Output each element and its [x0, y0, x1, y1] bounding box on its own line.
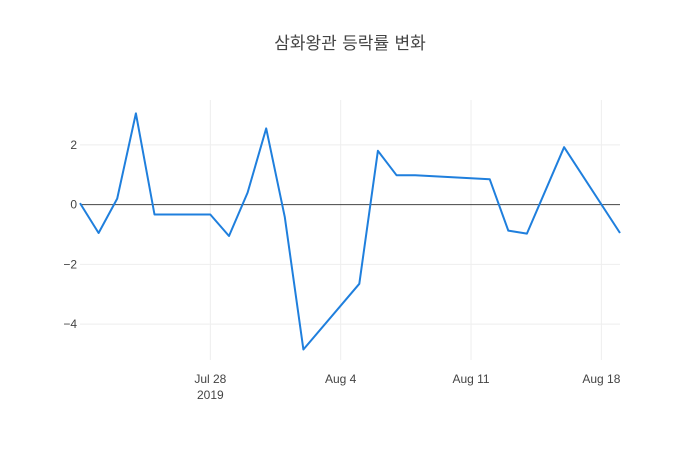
- grid: [80, 100, 620, 360]
- series-layer: [79, 112, 621, 351]
- x-tick-label: Aug 4: [325, 372, 357, 386]
- y-tick-label: 0: [70, 198, 77, 212]
- series-line-0: [79, 112, 621, 351]
- y-tick-label: −2: [63, 257, 77, 271]
- y-tick-label: −4: [63, 317, 77, 331]
- y-tick-label: 2: [70, 138, 77, 152]
- chart-title: 삼화왕관 등락률 변화: [274, 34, 426, 54]
- x-tick-label: Aug 11: [452, 372, 489, 386]
- x-tick-label: Aug 18: [582, 372, 620, 386]
- axes: Jul 28 2019 Aug 4 Aug 11 Aug 18 2 0 −2 −4: [63, 138, 620, 402]
- x-tick-sublabel: 2019: [197, 388, 224, 402]
- x-tick-label: Jul 28: [194, 372, 226, 386]
